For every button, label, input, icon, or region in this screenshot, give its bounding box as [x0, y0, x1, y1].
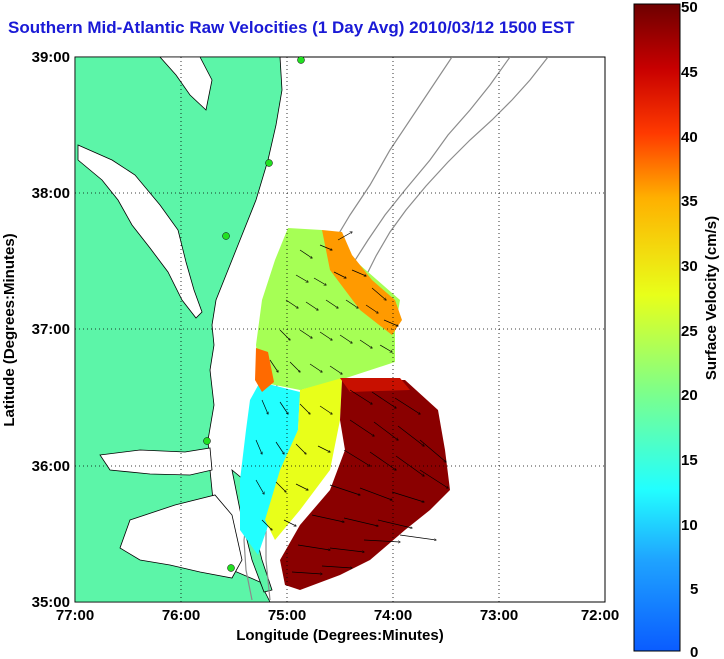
colorbar-tick-label: 50	[681, 0, 698, 16]
y-tick-label: 36:00	[32, 458, 70, 475]
x-tick-label: 75:00	[268, 607, 306, 624]
velocity-region	[256, 228, 400, 390]
colorbar-tick-label: 10	[681, 517, 698, 534]
velocity-region	[255, 348, 274, 392]
y-tick-label: 38:00	[32, 185, 70, 202]
albemarle-sound	[99, 447, 213, 476]
chesapeake-bay	[77, 144, 203, 319]
velocity-field	[240, 228, 450, 590]
pamlico-sound	[119, 494, 243, 579]
colorbar-ticks: 50 45 40 35 30 25 20 15 10 5 0	[681, 0, 698, 659]
y-tick-label: 37:00	[32, 321, 70, 338]
x-axis-ticks: 77:00 76:00 75:00 74:00 73:00 72:00	[56, 607, 619, 624]
radar-stations	[203, 56, 305, 572]
x-tick-label: 76:00	[162, 607, 200, 624]
colorbar	[633, 3, 681, 652]
colorbar-label: Surface Velocity (cm/s)	[703, 216, 720, 380]
delaware-bay	[159, 57, 213, 111]
colorbar-tick-label: 45	[681, 64, 698, 81]
x-tick-label: 74:00	[374, 607, 412, 624]
x-tick-label: 77:00	[56, 607, 94, 624]
colorbar-tick-label: 20	[681, 387, 698, 404]
y-axis-ticks: 39:00 38:00 37:00 36:00 35:00	[32, 49, 70, 611]
chart-title: Southern Mid-Atlantic Raw Velocities (1 …	[8, 18, 575, 37]
colorbar-tick-label: 35	[681, 193, 698, 210]
x-axis-label: Longitude (Degrees:Minutes)	[236, 627, 444, 644]
velocity-region	[340, 378, 410, 392]
velocity-region	[322, 230, 402, 335]
grid-lines	[75, 57, 605, 602]
y-tick-label: 39:00	[32, 49, 70, 66]
x-tick-label: 73:00	[480, 607, 518, 624]
colorbar-tick-label: 40	[681, 129, 698, 146]
colorbar-tick-label: 25	[681, 323, 698, 340]
y-axis-label: Latitude (Degrees:Minutes)	[1, 233, 18, 426]
y-tick-label: 35:00	[32, 594, 70, 611]
velocity-region	[280, 380, 450, 590]
colorbar-tick-label: 30	[681, 258, 698, 275]
colorbar-tick-label: 15	[681, 452, 698, 469]
x-tick-label: 72:00	[581, 607, 619, 624]
velocity-vectors	[255, 232, 448, 574]
colorbar-tick-label: 5	[690, 581, 698, 598]
velocity-region	[240, 382, 300, 555]
velocity-region	[265, 378, 342, 540]
colorbar-tick-label: 0	[690, 644, 698, 659]
